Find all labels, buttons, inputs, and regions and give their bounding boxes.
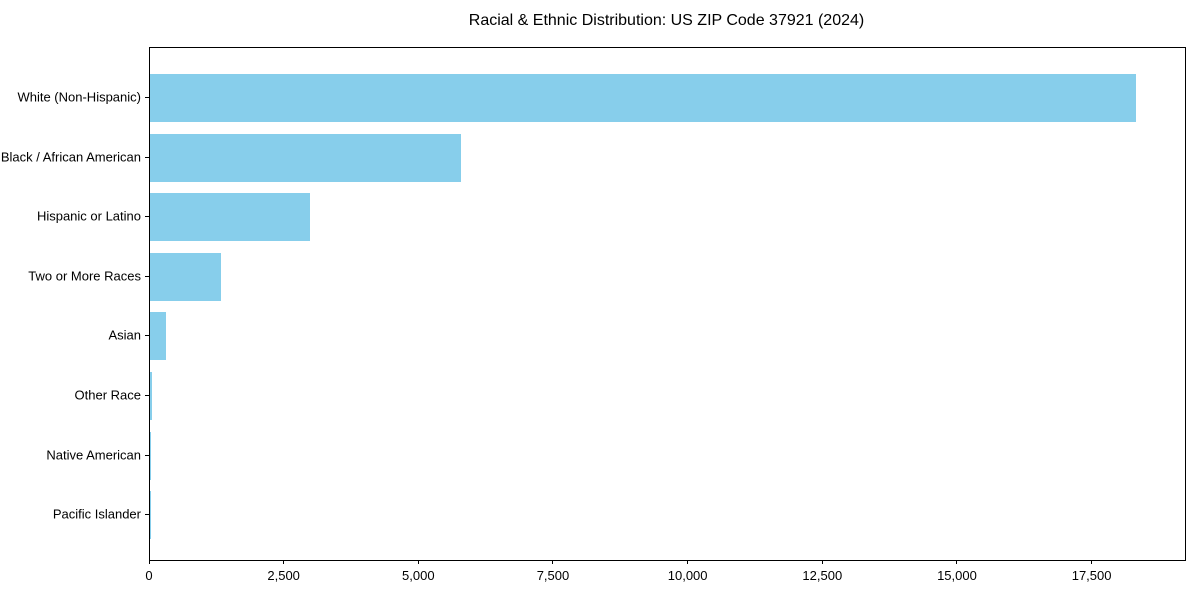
xtick-label-0: 0 (145, 568, 153, 583)
xtick-label-12500: 12,500 (802, 568, 843, 583)
bar-other-race (150, 372, 153, 420)
bar-native-american (150, 431, 151, 480)
xtick-mark-15000 (956, 560, 958, 564)
ytick-label-other-race: Other Race (74, 387, 141, 403)
ytick-label-hispanic-or-latino: Hispanic or Latino (36, 208, 141, 224)
ytick-mark-hispanic-or-latino (145, 216, 149, 218)
xtick-mark-7500 (552, 560, 554, 564)
ytick-label-pacific-islander: Pacific Islander (52, 506, 141, 522)
ytick-mark-white-non-hispanic (145, 97, 149, 98)
xtick-mark-0 (148, 560, 150, 564)
ytick-label-native-american: Native American (46, 447, 141, 463)
xtick-label-2500: 2,500 (267, 568, 300, 583)
xtick-label-15000: 15,000 (937, 568, 977, 583)
xtick-label-17500: 17,500 (1071, 568, 1112, 583)
ytick-label-two-or-more-races: Two or More Races (28, 268, 141, 284)
bar-two-or-more-races (150, 252, 222, 301)
xtick-label-5000: 5,000 (402, 568, 435, 583)
ytick-label-white-non-hispanic: White (Non-Hispanic) (17, 89, 141, 105)
ytick-mark-black-african-american (145, 156, 149, 158)
bar-asian (150, 312, 166, 361)
plot-area (149, 47, 1186, 561)
xtick-mark-2500 (283, 560, 285, 564)
ytick-label-asian: Asian (108, 327, 141, 343)
ytick-mark-two-or-more-races (145, 275, 149, 277)
ytick-mark-pacific-islander (145, 514, 149, 516)
ytick-label-black-african-american: Black / African American (0, 149, 141, 165)
bar-black-african-american (150, 133, 462, 182)
xtick-mark-12500 (821, 560, 823, 564)
xtick-label-10000: 10,000 (667, 568, 708, 583)
ytick-mark-native-american (145, 454, 149, 456)
ytick-mark-asian (145, 335, 149, 337)
xtick-label-7500: 7,500 (536, 568, 570, 583)
ytick-mark-other-race (145, 395, 149, 396)
xtick-mark-10000 (687, 560, 689, 564)
xtick-mark-5000 (417, 560, 419, 564)
bar-white-non-hispanic (150, 74, 1136, 122)
chart-title: Racial & Ethnic Distribution: US ZIP Cod… (468, 12, 865, 29)
bar-hispanic-or-latino (150, 193, 310, 242)
xtick-mark-17500 (1091, 560, 1093, 564)
